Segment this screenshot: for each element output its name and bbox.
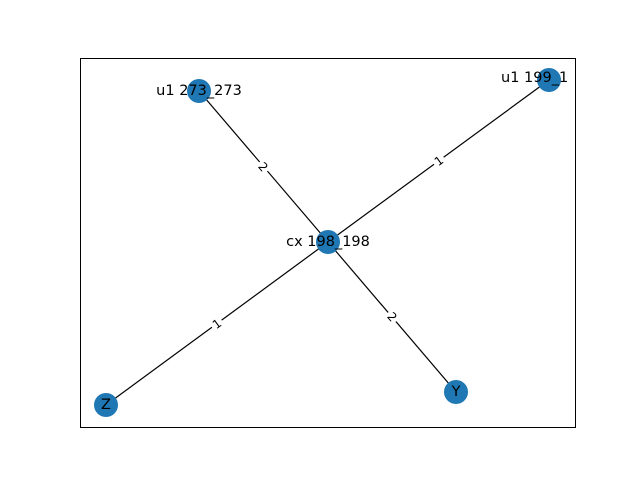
node-label-u1-273: u1 273_273: [156, 83, 242, 99]
edge-label-cx-198-z: 1: [206, 313, 228, 335]
node-u1-199: [537, 68, 561, 92]
edge-label-cx-198-y: 2: [381, 306, 403, 328]
node-label-y: Y: [451, 384, 461, 400]
node-cx-198: [316, 230, 340, 254]
edge-label-u1-199-cx-198: 1: [428, 150, 450, 172]
node-label-u1-199: u1 199_1: [501, 70, 568, 86]
node-y: [444, 380, 468, 404]
node-u1-273: [187, 79, 211, 103]
edge-label-u1-273-cx-198: 2: [252, 156, 274, 178]
node-label-z: Z: [101, 397, 111, 413]
plot-frame: [80, 58, 576, 428]
node-z: [94, 393, 118, 417]
node-label-cx-198: cx 198_198: [286, 234, 370, 250]
